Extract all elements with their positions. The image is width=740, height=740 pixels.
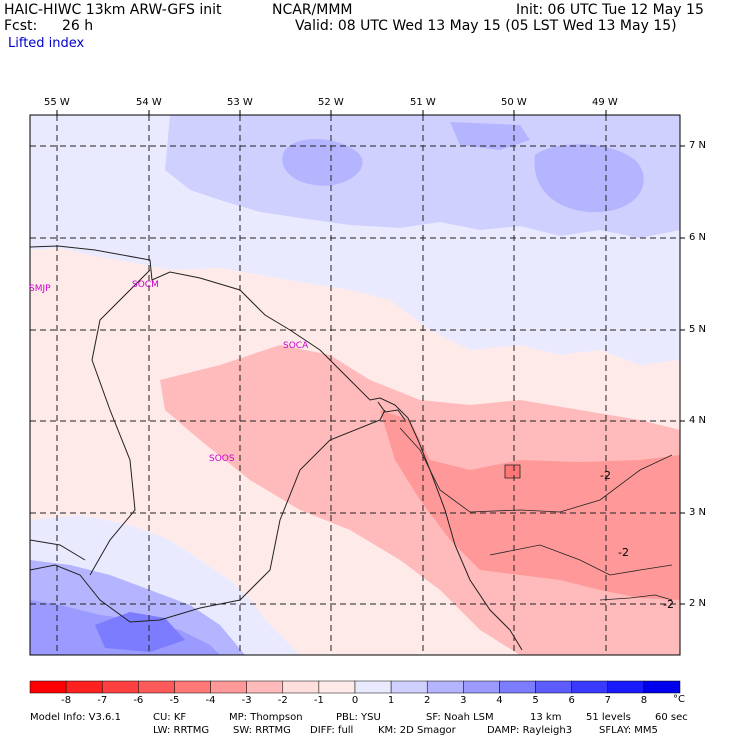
colorbar-tick-label: 3 [460, 695, 467, 706]
contour-label-3: -2 [663, 598, 674, 611]
lon-label-50w: 50 W [501, 97, 527, 108]
footer-damp: DAMP: Rayleigh3 [487, 725, 573, 736]
frame-ticks [56, 110, 685, 605]
field-blue-core-3 [534, 144, 644, 213]
colorbar-tick-label: 1 [387, 695, 395, 706]
lat-label-7n: 7 N [689, 140, 707, 151]
model-title: HAIC-HIWC 13km ARW-GFS init [4, 2, 222, 18]
footer-diff: DIFF: full [310, 725, 354, 736]
lon-label-52w: 52 W [318, 97, 344, 108]
footer-km: KM: 2D Smagor [378, 725, 456, 736]
field-negative-spot [505, 465, 520, 478]
colorbar-tick-label: -2 [277, 695, 288, 706]
footer-timestep: 60 sec [655, 712, 688, 723]
station-smjp: SMJP [29, 284, 51, 294]
init-time: Init: 06 UTC Tue 12 May 15 [516, 2, 704, 18]
footer-levels: 51 levels [586, 712, 631, 723]
colorbar-tick-label: 0 [351, 695, 359, 706]
field-negative-core [380, 410, 680, 600]
contour-minus2-c [599, 594, 673, 601]
lon-label-53w: 53 W [227, 97, 253, 108]
colorbar-tick-label: 5 [532, 695, 539, 706]
station-socm: SOCM [132, 280, 159, 290]
field-blue-core-1 [282, 139, 363, 186]
colorbar-swatch [210, 680, 247, 694]
colorbar-swatch [174, 680, 211, 694]
contour-minus2-a [399, 427, 673, 513]
graticule [30, 115, 680, 655]
colorbar-swatch [101, 680, 139, 694]
footer-cu: CU: KF [153, 712, 187, 723]
colorbar-swatch [607, 680, 645, 694]
colorbar-swatch [499, 680, 536, 694]
colorbar-tick-label: 8 [640, 695, 648, 706]
footer-lw: LW: RRTMG [153, 725, 210, 736]
border-west [29, 539, 86, 561]
colorbar-swatch [318, 680, 356, 694]
footer-model-info: Model Info: V3.6.1 [30, 712, 121, 723]
colorbar-swatch [138, 680, 175, 694]
contour-label-1: -2 [600, 469, 611, 482]
colorbar [29, 680, 681, 694]
colorbar-tick-label: -3 [241, 695, 252, 706]
lat-label-2n: 2 N [689, 598, 707, 609]
colorbar-swatch [354, 680, 392, 694]
colorbar-tick-label: -5 [169, 695, 180, 706]
footer-sf: SF: Noah LSM [426, 712, 494, 723]
lat-label-3n: 3 N [689, 507, 707, 518]
station-soos: SOOS [209, 454, 235, 464]
colorbar-swatch [643, 680, 681, 694]
colorbar-swatch [390, 680, 428, 694]
coastline [29, 245, 523, 651]
lon-label-49w: 49 W [592, 97, 618, 108]
lon-label-54w: 54 W [136, 97, 162, 108]
colorbar-unit: °C [673, 694, 685, 705]
colorbar-swatch [246, 680, 284, 694]
colorbar-tick-label: 4 [496, 695, 503, 706]
map-frame [29, 114, 681, 656]
field-blue-core-2 [450, 122, 530, 150]
colorbar-tick-label: 6 [568, 695, 575, 706]
colorbar-tick-label: -7 [97, 695, 108, 706]
colorbar-swatch [29, 680, 67, 694]
coast-detail [377, 401, 406, 421]
contour-minus2-b [489, 544, 673, 576]
footer-mp: MP: Thompson [229, 712, 303, 723]
field-name: Lifted index [8, 36, 85, 51]
lat-label-4n: 4 N [689, 415, 707, 426]
organization: NCAR/MMM [272, 2, 353, 18]
footer-sw: SW: RRTMG [233, 725, 291, 736]
colorbar-tick-label: -6 [133, 695, 144, 706]
forecast-label: Fcst: [4, 18, 38, 34]
lat-label-6n: 6 N [689, 232, 707, 243]
colorbar-tick-label: 2 [424, 695, 431, 706]
colorbar-tick-label: -8 [61, 695, 72, 706]
lon-label-55w: 55 W [44, 97, 70, 108]
lon-label-51w: 51 W [410, 97, 436, 108]
colorbar-swatch [463, 680, 500, 694]
colorbar-swatch [535, 680, 572, 694]
footer-pbl: PBL: YSU [336, 712, 381, 723]
contour-small-box [504, 464, 521, 479]
colorbar-tick-label: -1 [313, 695, 324, 706]
colorbar-tick-label: 7 [604, 695, 611, 706]
contour-label-2: -2 [618, 546, 629, 559]
station-soca: SOCA [283, 341, 309, 351]
footer-resolution: 13 km [530, 712, 562, 723]
forecast-hours: 26 h [62, 18, 94, 34]
colorbar-swatch [282, 680, 320, 694]
field-sw-blue-core [95, 612, 185, 652]
border-suriname-guyane [89, 269, 151, 576]
colorbar-swatch [571, 680, 609, 694]
footer-sflay: SFLAY: MM5 [599, 725, 658, 736]
colorbar-swatch [65, 680, 103, 694]
colorbar-swatch [426, 680, 464, 694]
lat-label-5n: 5 N [689, 324, 707, 335]
valid-time: Valid: 08 UTC Wed 13 May 15 (05 LST Wed … [295, 18, 677, 34]
colorbar-tick-label: -4 [205, 695, 216, 706]
